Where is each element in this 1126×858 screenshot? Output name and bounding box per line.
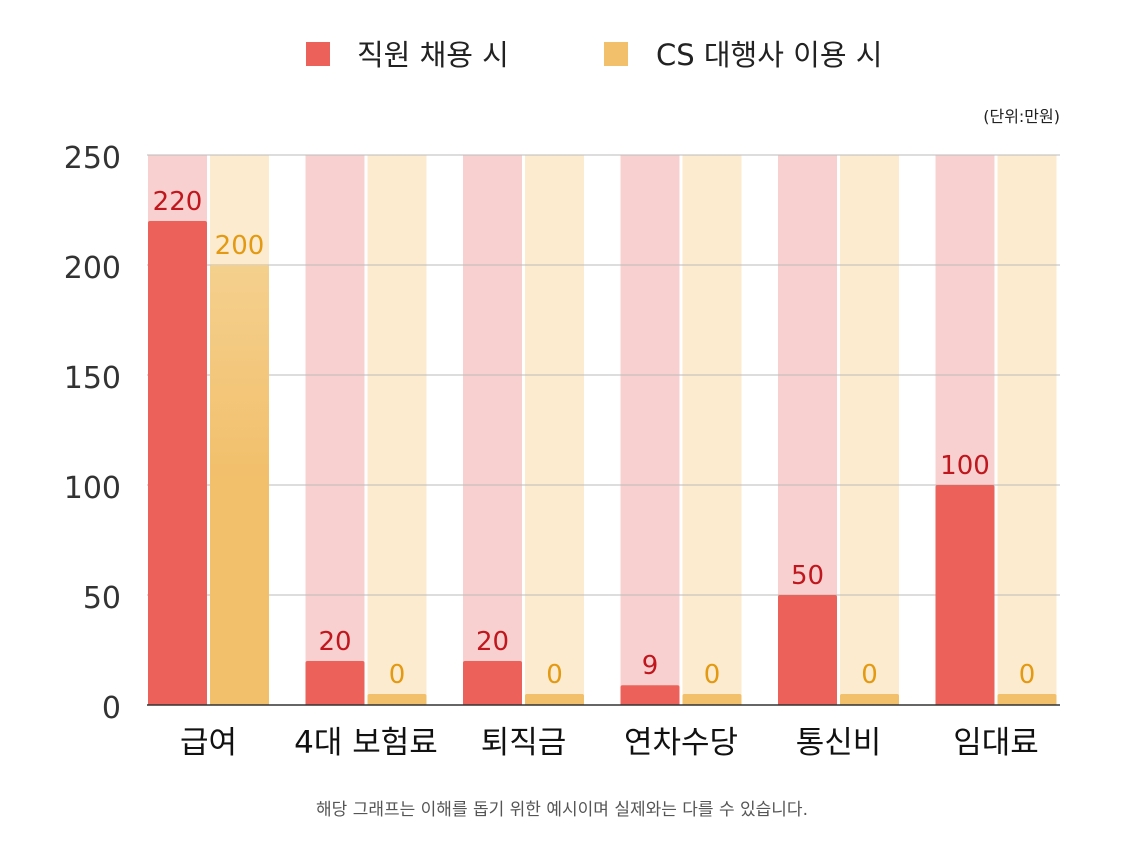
- y-tick-label: 0: [102, 691, 121, 726]
- legend-label-series-1: 직원 채용 시: [357, 38, 509, 72]
- bar-value-label-1-4: 9: [642, 651, 659, 681]
- bar-1-2: [305, 661, 365, 705]
- bar-1-6: [935, 485, 995, 705]
- y-tick-label: 200: [64, 251, 121, 286]
- bar-track-1-3: [463, 155, 522, 705]
- bar-value-label-2-1: 200: [215, 231, 265, 261]
- x-axis-labels: 급여 4대 보험료 퇴직금 연차수당 통신비 임대료: [180, 725, 1039, 761]
- bar-value-label-2-2: 0: [389, 660, 406, 690]
- bar-tracks: [148, 155, 1057, 705]
- legend-label-series-2: CS 대행사 이용 시: [656, 38, 882, 72]
- bar-1-4: [620, 685, 680, 705]
- legend-swatch-series-2: [604, 42, 628, 66]
- y-axis-ticks: 0 50 100 150 200 250: [64, 141, 121, 726]
- bar-track-1-2: [305, 155, 365, 705]
- bar-2-1: [210, 265, 269, 705]
- footnote: 해당 그래프는 이해를 돕기 위한 예시이며 실제와는 다를 수 있습니다.: [316, 800, 808, 820]
- x-axis-label-6: 임대료: [953, 725, 1039, 761]
- bar-2-5: [840, 694, 899, 705]
- bar-1-5: [778, 595, 837, 705]
- bar-value-label-1-3: 20: [476, 627, 509, 657]
- bar-value-label-1-6: 100: [940, 451, 990, 481]
- bars: [148, 221, 1057, 705]
- bar-value-label-2-6: 0: [1019, 660, 1036, 690]
- x-axis-label-2: 4대 보험료: [294, 725, 438, 761]
- legend-swatch-series-1: [306, 42, 330, 66]
- bar-track-2-4: [682, 155, 742, 705]
- bar-track-2-2: [367, 155, 427, 705]
- bar-2-6: [997, 694, 1057, 705]
- gridlines: [147, 154, 1060, 596]
- unit-note: (단위:만원): [983, 107, 1060, 126]
- y-tick-label: 50: [83, 581, 121, 616]
- bar-1-3: [463, 661, 522, 705]
- bar-2-2: [367, 694, 427, 705]
- x-axis-label-5: 통신비: [796, 725, 882, 761]
- y-tick-label: 150: [64, 361, 121, 396]
- bar-1-1: [148, 221, 207, 705]
- bar-value-label-1-5: 50: [791, 561, 824, 591]
- bar-value-label-2-5: 0: [861, 660, 878, 690]
- x-axis-label-3: 퇴직금: [481, 725, 567, 761]
- y-tick-label: 250: [64, 141, 121, 176]
- bar-track-2-5: [840, 155, 899, 705]
- bar-track-2-6: [997, 155, 1057, 705]
- bar-2-3: [525, 694, 584, 705]
- x-axis-label-1: 급여: [180, 725, 237, 761]
- bar-2-4: [682, 694, 742, 705]
- bar-value-label-1-2: 20: [318, 627, 351, 657]
- bar-track-1-4: [620, 155, 680, 705]
- bar-value-label-1-1: 220: [153, 187, 203, 217]
- y-tick-label: 100: [64, 471, 121, 506]
- x-axis-label-4: 연차수당: [624, 725, 738, 761]
- bar-value-label-2-3: 0: [546, 660, 563, 690]
- bar-track-2-3: [525, 155, 584, 705]
- bar-value-label-2-4: 0: [704, 660, 721, 690]
